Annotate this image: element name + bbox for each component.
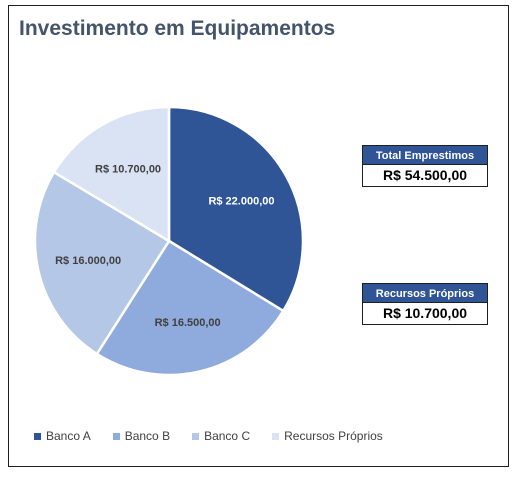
legend-item-banco-b: Banco B (112, 429, 171, 443)
legend-swatch (112, 432, 120, 440)
legend-item-banco-a: Banco A (34, 429, 91, 443)
legend-label: Banco C (204, 429, 251, 443)
legend-label: Banco B (124, 429, 171, 443)
legend-item-recursos-proprios: Recursos Próprios (272, 429, 383, 443)
data-label-banco-b: R$ 16.500,00 (155, 317, 221, 329)
data-label-recursos-proprios: R$ 10.700,00 (95, 164, 161, 176)
legend-label: Banco A (46, 429, 91, 443)
own-resources-value: R$ 10.700,00 (362, 303, 488, 325)
total-loans-label: Total Emprestimos (362, 145, 488, 165)
legend-swatch (192, 432, 200, 440)
chart-title: Investimento em Equipamentos (19, 17, 336, 40)
data-label-banco-a: R$ 22.000,00 (208, 195, 274, 207)
legend-label: Recursos Próprios (284, 429, 383, 443)
total-loans-value: R$ 54.500,00 (362, 165, 488, 187)
total-loans-card: Total Emprestimos R$ 54.500,00 (362, 145, 488, 187)
data-label-banco-c: R$ 16.000,00 (55, 255, 121, 267)
pie-slice-banco-a (167, 105, 305, 313)
own-resources-card: Recursos Próprios R$ 10.700,00 (362, 283, 488, 325)
legend-swatch (34, 432, 41, 440)
legend-swatch (272, 432, 280, 440)
chart-legend: Banco A Banco B Banco C Recursos Próprios (34, 429, 405, 443)
pie-slice-recursos-proprios (52, 105, 171, 244)
pie-slice-banco-b (95, 239, 286, 377)
pie-slice-banco-c (33, 170, 171, 356)
legend-item-banco-c: Banco C (192, 429, 250, 443)
own-resources-label: Recursos Próprios (362, 283, 488, 303)
